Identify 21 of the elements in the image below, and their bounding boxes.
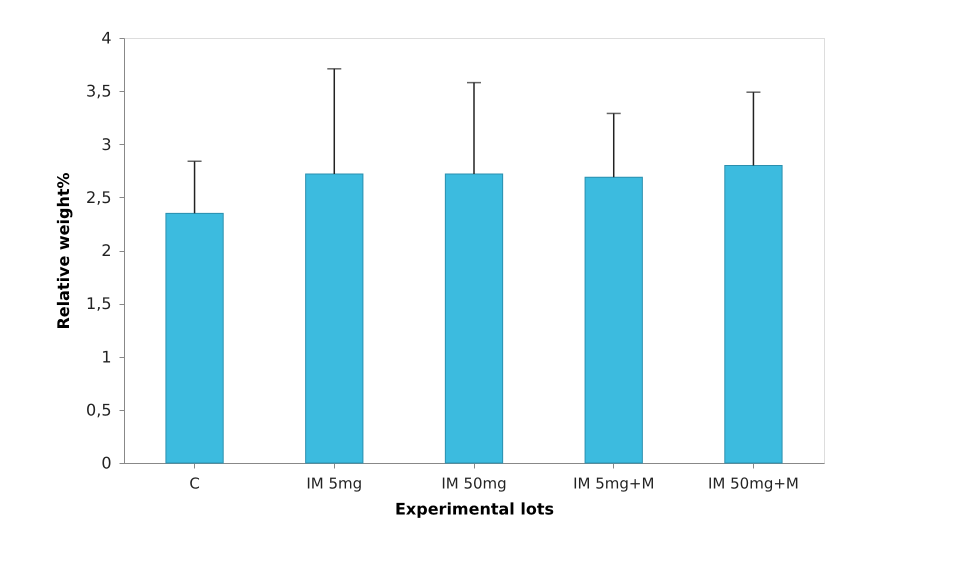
y-axis-title: Relative weight%	[54, 172, 74, 330]
y-tick-label: 0	[101, 454, 112, 472]
y-tick-label: 2,5	[86, 188, 112, 207]
y-tick-label: 2	[101, 241, 112, 260]
y-tick-label: 1,5	[86, 294, 112, 314]
bar	[584, 176, 643, 464]
x-tick-label: C	[189, 474, 200, 492]
bar	[165, 212, 224, 464]
y-tick-label: 0,5	[86, 400, 112, 420]
x-axis-title: Experimental lots	[395, 500, 554, 518]
bar	[444, 174, 504, 464]
y-tick-label: 3	[101, 134, 112, 154]
x-tick-label: IM 5mg	[306, 474, 362, 492]
bar	[724, 165, 783, 464]
x-tick-label: IM 50mg+M	[708, 474, 799, 492]
y-tick-label: 3,5	[86, 82, 112, 101]
bar	[305, 174, 364, 464]
y-tick-label: 4	[101, 28, 112, 48]
x-tick-label: IM 5mg+M	[573, 474, 654, 492]
x-tick-label: IM 50mg	[441, 474, 507, 492]
y-tick-label: 1	[101, 347, 112, 366]
